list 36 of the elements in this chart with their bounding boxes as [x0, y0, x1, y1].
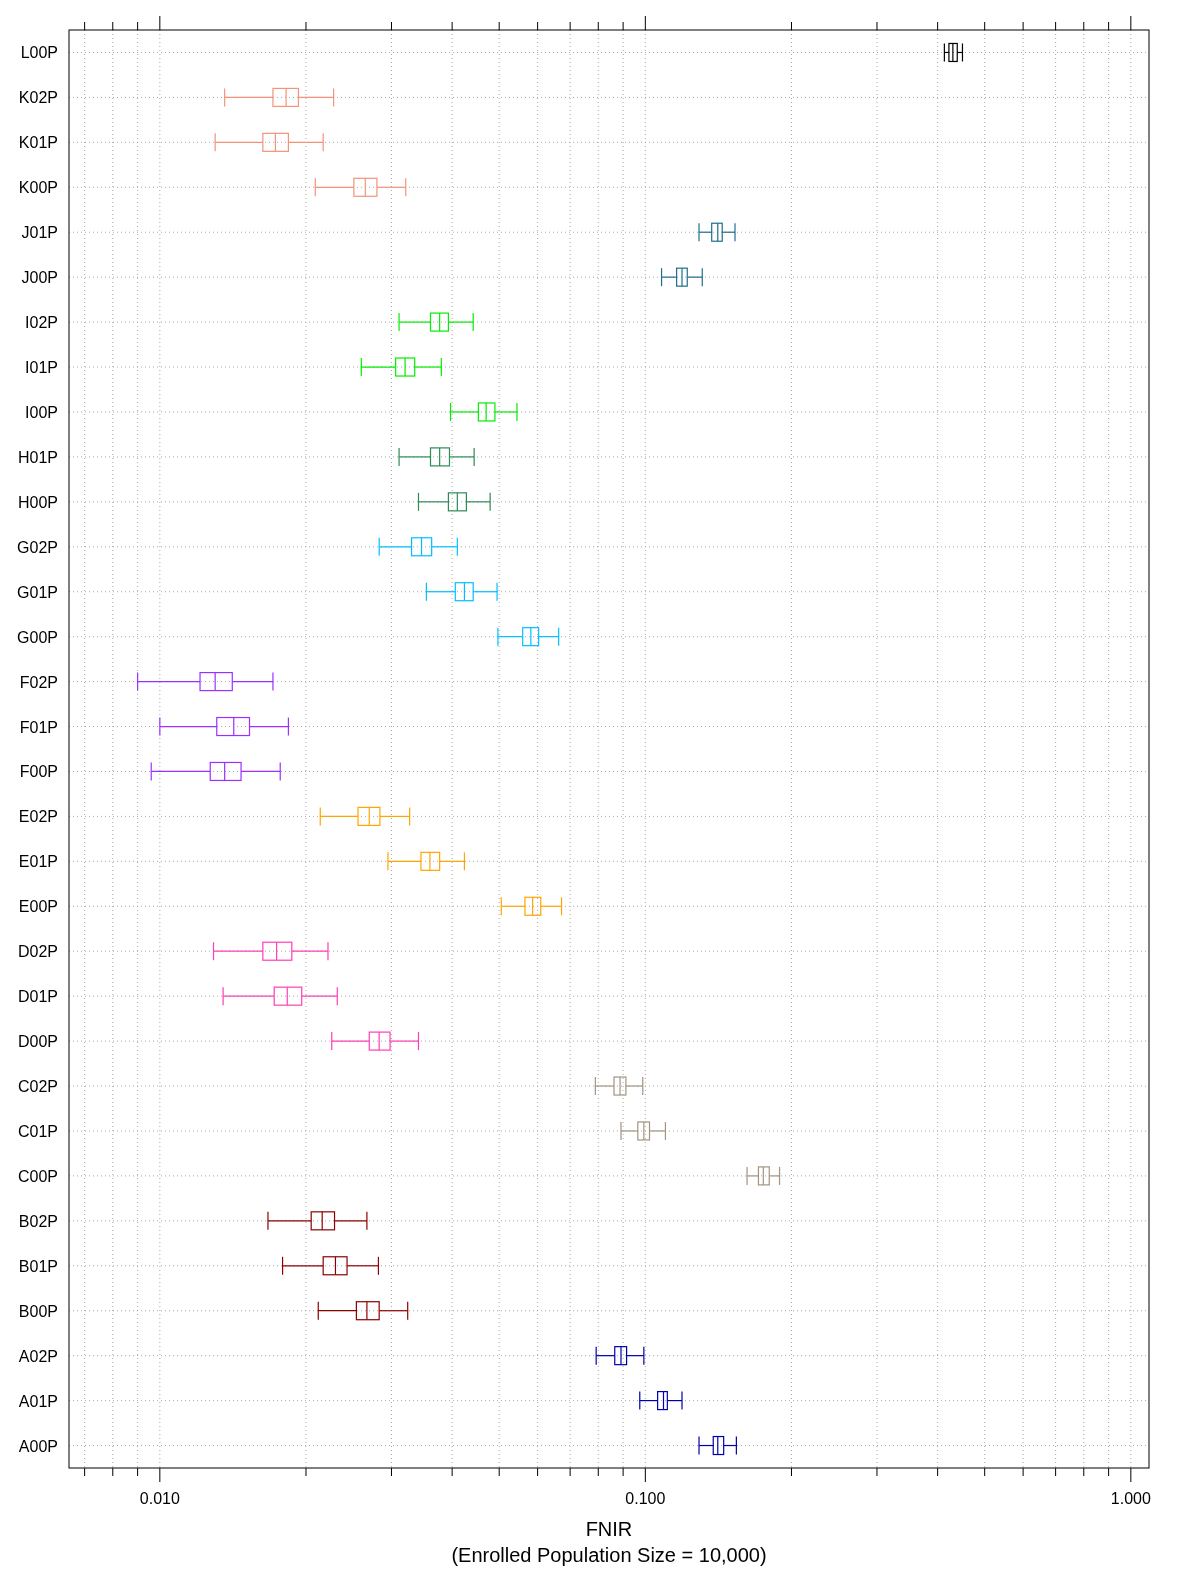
y-tick-label: E01P	[18, 853, 58, 871]
y-tick-label: A00P	[18, 1437, 58, 1455]
y-tick-label: K02P	[18, 89, 58, 107]
y-tick-label: B01P	[18, 1257, 58, 1275]
y-tick-label: A02P	[18, 1347, 58, 1365]
y-tick-label: D02P	[17, 943, 58, 961]
y-tick-label: I02P	[25, 314, 58, 332]
y-tick-label: I01P	[25, 359, 58, 377]
y-tick-label: J00P	[21, 269, 58, 287]
y-tick-label: K01P	[18, 134, 58, 152]
y-tick-label: B00P	[18, 1302, 58, 1320]
x-tick-label: 0.010	[139, 1490, 180, 1507]
x-tick-label: 0.100	[625, 1490, 666, 1507]
x-tick-label: 1.000	[1110, 1490, 1151, 1507]
y-tick-label: H00P	[17, 493, 58, 511]
y-tick-label: F01P	[19, 718, 58, 736]
y-tick-label: D00P	[17, 1033, 58, 1051]
y-tick-label: G02P	[17, 538, 58, 556]
y-tick-label: I00P	[25, 403, 58, 421]
y-tick-label: B02P	[18, 1212, 58, 1230]
y-tick-label: G01P	[17, 583, 58, 601]
y-tick-label: C00P	[17, 1167, 58, 1185]
x-axis-title: FNIR (Enrolled Population Size = 10,000)	[451, 1518, 767, 1566]
y-tick-label: G00P	[17, 628, 58, 646]
y-tick-label: C02P	[17, 1078, 58, 1096]
y-tick-label: E00P	[18, 898, 58, 916]
y-tick-label: F00P	[19, 763, 58, 781]
y-tick-label: F02P	[19, 673, 58, 691]
y-tick-label: K00P	[18, 179, 58, 197]
y-tick-label: H01P	[17, 448, 58, 466]
y-tick-label: L00P	[20, 44, 58, 62]
y-tick-label: D01P	[17, 988, 58, 1006]
y-tick-label: E02P	[18, 808, 58, 826]
y-tick-label: A01P	[18, 1392, 58, 1410]
y-tick-label: J01P	[21, 224, 58, 242]
y-tick-label: C01P	[17, 1122, 58, 1140]
